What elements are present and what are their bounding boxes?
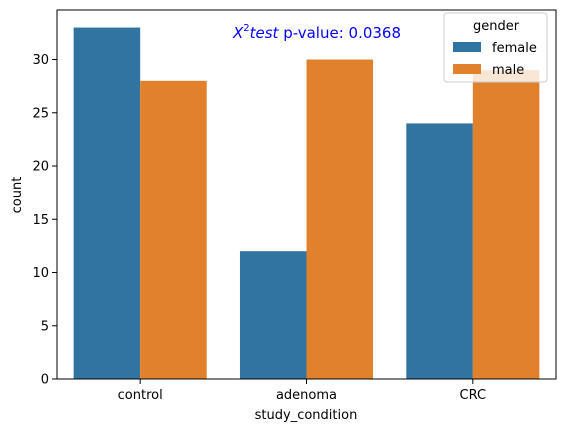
legend-swatch-female — [453, 42, 481, 52]
y-tick-label-5: 5 — [41, 319, 49, 334]
y-tick-label-15: 15 — [32, 213, 49, 228]
legend-title: gender — [473, 19, 520, 34]
annotation-test-variable: X — [232, 24, 244, 42]
bars-group — [73, 27, 540, 380]
bar-male-CRC — [472, 70, 540, 380]
bar-male-adenoma — [306, 59, 374, 380]
chi-square-annotation: X2test p-value: 0.0368 — [232, 23, 401, 42]
y-tick-label-30: 30 — [32, 53, 49, 68]
bar-female-control — [73, 27, 141, 379]
y-tick-label-10: 10 — [32, 266, 49, 281]
y-axis-ticks: 0 5 10 15 20 25 30 — [32, 53, 57, 388]
legend-swatch-male — [453, 64, 481, 74]
y-axis-label: count — [10, 177, 25, 214]
x-tick-label-CRC: CRC — [460, 388, 487, 403]
legend: gender female male — [443, 12, 548, 83]
annotation-test-word: test — [250, 24, 280, 42]
bar-female-adenoma — [239, 251, 307, 379]
x-tick-label-control: control — [118, 388, 163, 403]
plot-frame — [56, 9, 557, 380]
bar-female-CRC — [406, 123, 473, 379]
annotation-test-superscript: 2 — [243, 23, 249, 34]
x-tick-label-adenoma: adenoma — [276, 388, 337, 403]
bar-male-control — [140, 80, 207, 380]
y-tick-label-0: 0 — [41, 373, 49, 388]
legend-label-male: male — [492, 63, 524, 78]
annotation-pvalue-text: p-value: 0.0368 — [278, 24, 401, 42]
x-axis-label: study_condition — [255, 408, 358, 423]
y-tick-label-25: 25 — [32, 106, 49, 121]
x-axis-ticks: control adenoma CRC — [118, 379, 486, 403]
legend-label-female: female — [492, 41, 537, 56]
y-tick-label-20: 20 — [32, 160, 49, 175]
